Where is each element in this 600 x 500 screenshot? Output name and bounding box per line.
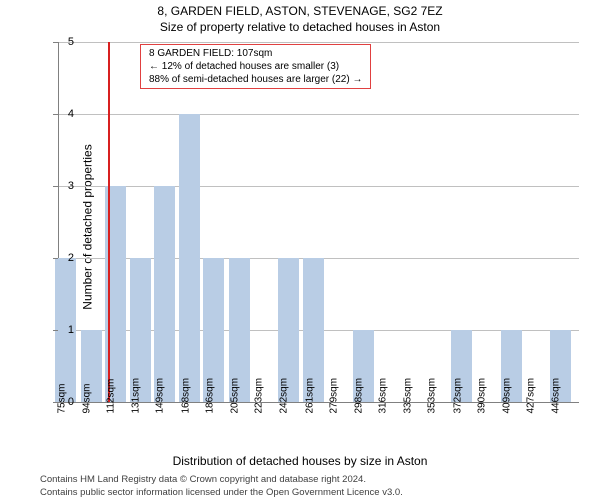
ytick-mark xyxy=(53,258,58,259)
ytick-label: 4 xyxy=(68,108,74,120)
gridline xyxy=(59,42,579,43)
gridline xyxy=(59,114,579,115)
x-axis-label: Distribution of detached houses by size … xyxy=(0,454,600,468)
gridline xyxy=(59,186,579,187)
ytick-mark xyxy=(53,42,58,43)
ytick-label: 3 xyxy=(68,180,74,192)
ytick-mark xyxy=(53,114,58,115)
bar xyxy=(179,114,200,402)
ytick-label: 0 xyxy=(68,396,74,408)
ytick-label: 1 xyxy=(68,324,74,336)
ytick-mark xyxy=(53,330,58,331)
footer-line1: Contains HM Land Registry data © Crown c… xyxy=(40,474,366,485)
bar xyxy=(154,186,175,402)
plot-area xyxy=(58,42,579,403)
ytick-label: 2 xyxy=(68,252,74,264)
ytick-mark xyxy=(53,186,58,187)
chart-title-sub: Size of property relative to detached ho… xyxy=(0,20,600,34)
chart-container: 8, GARDEN FIELD, ASTON, STEVENAGE, SG2 7… xyxy=(0,0,600,500)
footer-line2: Contains public sector information licen… xyxy=(40,487,403,498)
marker-line xyxy=(108,42,110,402)
chart-title-main: 8, GARDEN FIELD, ASTON, STEVENAGE, SG2 7… xyxy=(0,4,600,18)
ytick-label: 5 xyxy=(68,36,74,48)
